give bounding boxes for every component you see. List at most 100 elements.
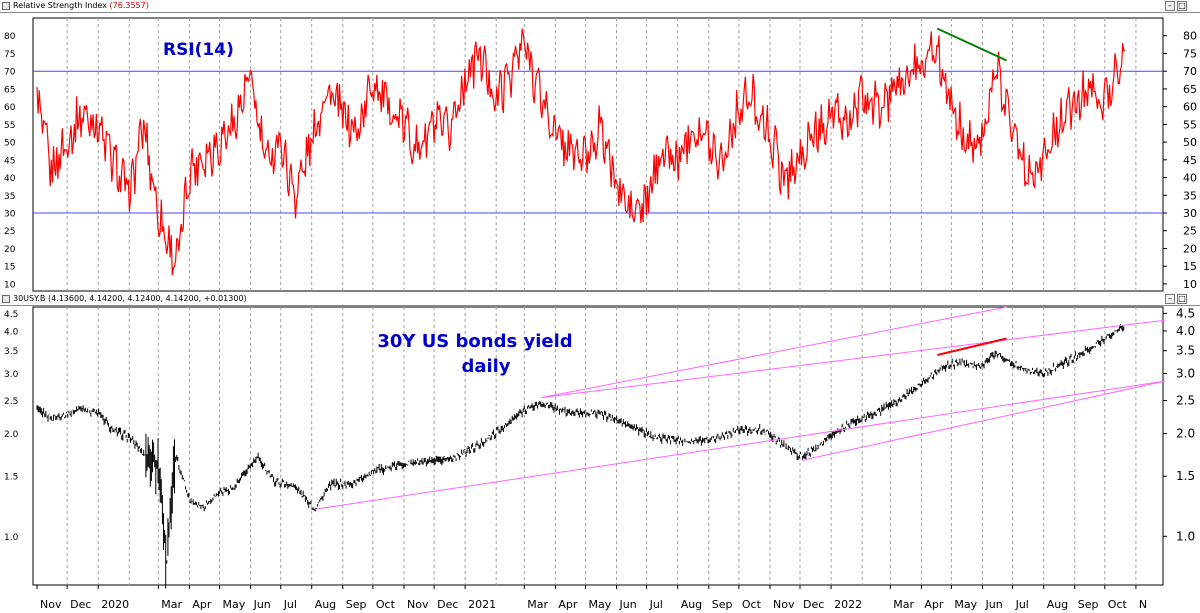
- x-tick-label: Sep: [1078, 598, 1099, 611]
- x-tick-label: May: [589, 598, 612, 611]
- y-tick-label-left: 2.0: [4, 430, 19, 440]
- y-tick-label-right: 3.5: [1176, 344, 1195, 358]
- y-tick-label-right: 40: [1183, 172, 1197, 185]
- rsi-series-line: [36, 28, 1126, 276]
- rsi-divergence-line: [936, 27, 1008, 62]
- y-tick-label-left: 40: [4, 174, 16, 184]
- y-tick-label-right: 20: [1183, 243, 1197, 256]
- x-tick-label: Aug: [1047, 598, 1068, 611]
- panel-menu-icon[interactable]: [2, 2, 10, 10]
- y-tick-label-right: 2.0: [1176, 427, 1195, 441]
- y-tick-label-right: 25: [1183, 225, 1197, 238]
- x-tick-label: Jul: [283, 598, 297, 611]
- price-panel-titlebar: 30USY.B (4.13600, 4.14200, 4.12400, 4.14…: [0, 293, 1200, 306]
- minimize-button[interactable]: –: [1165, 294, 1175, 304]
- minimize-button[interactable]: –: [1165, 1, 1175, 11]
- panel-menu-icon[interactable]: [2, 295, 10, 303]
- plot-frame: [32, 306, 1164, 586]
- y-tick-label-left: 20: [4, 245, 16, 255]
- x-tick-label: Dec: [70, 598, 91, 611]
- price-panel-title: 30USY.B (4.13600, 4.14200, 4.12400, 4.14…: [13, 294, 247, 303]
- trend-channel-line-bottom: [801, 380, 1166, 461]
- x-tick-label: Jun: [253, 598, 271, 611]
- y-tick-label-left: 2.5: [4, 397, 18, 407]
- y-tick-label-right: 15: [1183, 260, 1197, 273]
- y-tick-label-left: 3.5: [4, 347, 18, 357]
- x-tick-label: Sep: [712, 598, 733, 611]
- x-tick-label: Aug: [315, 598, 336, 611]
- y-tick-label-right: 60: [1183, 101, 1197, 114]
- price-panel-label-line1: 30Y US bonds yield: [377, 331, 572, 352]
- y-tick-label-left: 1.5: [4, 473, 18, 483]
- y-tick-label-right: 70: [1183, 65, 1197, 78]
- x-tick-label: Mar: [893, 598, 914, 611]
- price-panel-label-line2: daily: [461, 356, 510, 377]
- y-tick-label-left: 30: [4, 210, 16, 220]
- x-tick-label: Oct: [742, 598, 762, 611]
- x-tick-label: May: [954, 598, 977, 611]
- y-tick-label-right: 55: [1183, 118, 1197, 131]
- x-tick-label: Oct: [1108, 598, 1128, 611]
- y-tick-label-left: 50: [4, 139, 16, 149]
- y-tick-label-left: 60: [4, 103, 16, 113]
- x-tick-label: Dec: [803, 598, 824, 611]
- price-chart: 1.0 1.0 1.5 1.5 2.0 2.0 2.5 2.5 3.0 3.0 3.5 3.5 4.0 4…: [4, 306, 1195, 611]
- y-tick-label-left: 25: [4, 227, 15, 237]
- price-bars: [36, 324, 1125, 589]
- y-tick-label-left: 1.0: [4, 533, 19, 543]
- trend-channel-line-middle: [541, 319, 1166, 399]
- y-tick-label-left: 70: [4, 68, 16, 78]
- y-tick-label-right: 75: [1183, 48, 1197, 61]
- trend-channel-line-upper: [541, 306, 1007, 399]
- x-tick-label: Jun: [619, 598, 637, 611]
- y-tick-label-left: 4.5: [4, 310, 18, 320]
- y-tick-label-left: 80: [4, 32, 16, 42]
- rsi-panel-title: Relative Strength Index (76.3557): [13, 1, 149, 10]
- rsi-chart: 10 10 15 15 20 20 25 25 30 30 35 35 40 40 45 45 50 50 55 55…: [4, 17, 1197, 292]
- x-tick-label: Oct: [376, 598, 396, 611]
- y-tick-label-left: 3.0: [4, 370, 19, 380]
- price-divergence-line: [937, 337, 1007, 356]
- x-tick-label: Jun: [985, 598, 1003, 611]
- y-tick-label-right: 2.5: [1176, 394, 1195, 408]
- x-tick-label: Nov: [407, 598, 429, 611]
- y-tick-label-left: 10: [4, 280, 16, 290]
- x-tick-label: 2022: [834, 598, 862, 611]
- y-tick-label-left: 15: [4, 263, 15, 273]
- x-tick-label: Apr: [558, 598, 578, 611]
- x-tick-label: Mar: [527, 598, 548, 611]
- y-tick-label-right: 4.0: [1176, 324, 1195, 338]
- x-tick-label: N: [1139, 598, 1147, 611]
- y-tick-label-right: 3.0: [1176, 367, 1195, 381]
- x-tick-label: Nov: [40, 598, 62, 611]
- x-tick-label: Sep: [346, 598, 367, 611]
- y-tick-label-right: 1.5: [1176, 469, 1195, 483]
- y-tick-label-left: 75: [4, 50, 15, 60]
- x-tick-label: Apr: [192, 598, 212, 611]
- rsi-panel-titlebar: Relative Strength Index (76.3557) – □: [0, 0, 1200, 13]
- rsi-current-value: (76.3557): [109, 1, 149, 10]
- y-tick-label-right: 50: [1183, 136, 1197, 149]
- y-tick-label-left: 55: [4, 121, 15, 131]
- y-tick-label-right: 4.5: [1176, 306, 1195, 320]
- x-tick-label: Dec: [437, 598, 458, 611]
- y-tick-label-left: 45: [4, 156, 15, 166]
- x-tick-label: 2020: [101, 598, 129, 611]
- y-tick-label-right: 1.0: [1176, 529, 1195, 543]
- y-tick-label-right: 35: [1183, 189, 1197, 202]
- y-tick-label-left: 4.0: [4, 327, 19, 337]
- y-tick-label-left: 65: [4, 85, 15, 95]
- rsi-panel-label: RSI(14): [163, 40, 234, 60]
- x-tick-label: Aug: [681, 598, 702, 611]
- x-tick-label: 2021: [468, 598, 496, 611]
- x-tick-label: Mar: [161, 598, 182, 611]
- x-tick-label: Jul: [1015, 598, 1029, 611]
- trend-channel-line-lower: [314, 380, 1166, 510]
- y-tick-label-right: 30: [1183, 207, 1197, 220]
- maximize-button[interactable]: □: [1177, 1, 1187, 11]
- y-tick-label-right: 80: [1183, 30, 1197, 43]
- y-tick-label-right: 10: [1183, 278, 1197, 291]
- y-tick-label-left: 35: [4, 192, 15, 202]
- maximize-button[interactable]: □: [1177, 294, 1187, 304]
- y-tick-label-right: 45: [1183, 154, 1197, 167]
